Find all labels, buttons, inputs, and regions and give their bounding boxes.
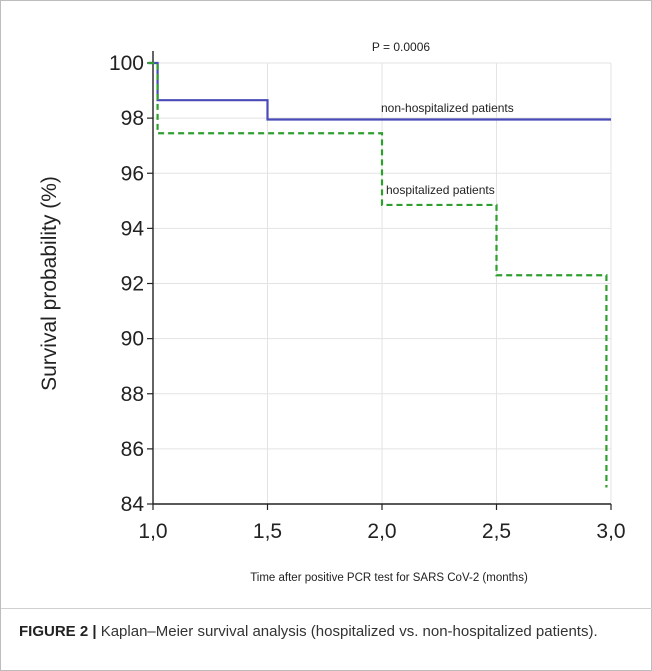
y-tick-label: 86: [121, 438, 144, 461]
y-tick-label: 84: [121, 493, 145, 516]
hospitalized-label: hospitalized patients: [386, 183, 495, 197]
p-value-label: P = 0.0006: [372, 40, 430, 54]
y-tick-label: 98: [121, 107, 144, 130]
y-tick-label: 90: [121, 328, 144, 351]
x-tick-label: 1,5: [253, 520, 282, 543]
x-axis-title: Time after positive PCR test for SARS Co…: [250, 572, 528, 584]
y-tick-label: 100: [109, 52, 144, 75]
x-tick-label: 1,0: [138, 520, 167, 543]
y-tick-label: 92: [121, 273, 144, 296]
figure-caption: FIGURE 2 | Kaplan–Meier survival analysi…: [19, 621, 637, 642]
caption-divider: [1, 608, 652, 609]
hospitalized-curve: [148, 61, 608, 488]
km-chart: 84 86 88 90 92 94 96 98 100 1,0 1,5 2,0 2,5 3,0 P = 0…: [38, 40, 626, 584]
y-axis-title: Survival probability (%): [38, 176, 61, 391]
series-layer: [148, 61, 611, 488]
y-tick-label: 94: [121, 217, 145, 240]
y-tick-label: 96: [121, 162, 144, 185]
x-tick-label: 2,0: [367, 520, 396, 543]
x-tick-label: 2,5: [482, 520, 511, 543]
caption-text: Kaplan–Meier survival analysis (hospital…: [96, 623, 598, 640]
grid-layer: [152, 62, 612, 505]
caption-label: FIGURE 2 |: [19, 623, 97, 640]
non-hospitalized-curve: [148, 61, 611, 121]
non-hospitalized-label: non-hospitalized patients: [381, 101, 514, 115]
axis-layer: 84 86 88 90 92 94 96 98 100 1,0 1,5 2,0 2,5 3,0: [109, 51, 626, 543]
y-tick-label: 88: [121, 383, 144, 406]
x-tick-label: 3,0: [596, 520, 625, 543]
